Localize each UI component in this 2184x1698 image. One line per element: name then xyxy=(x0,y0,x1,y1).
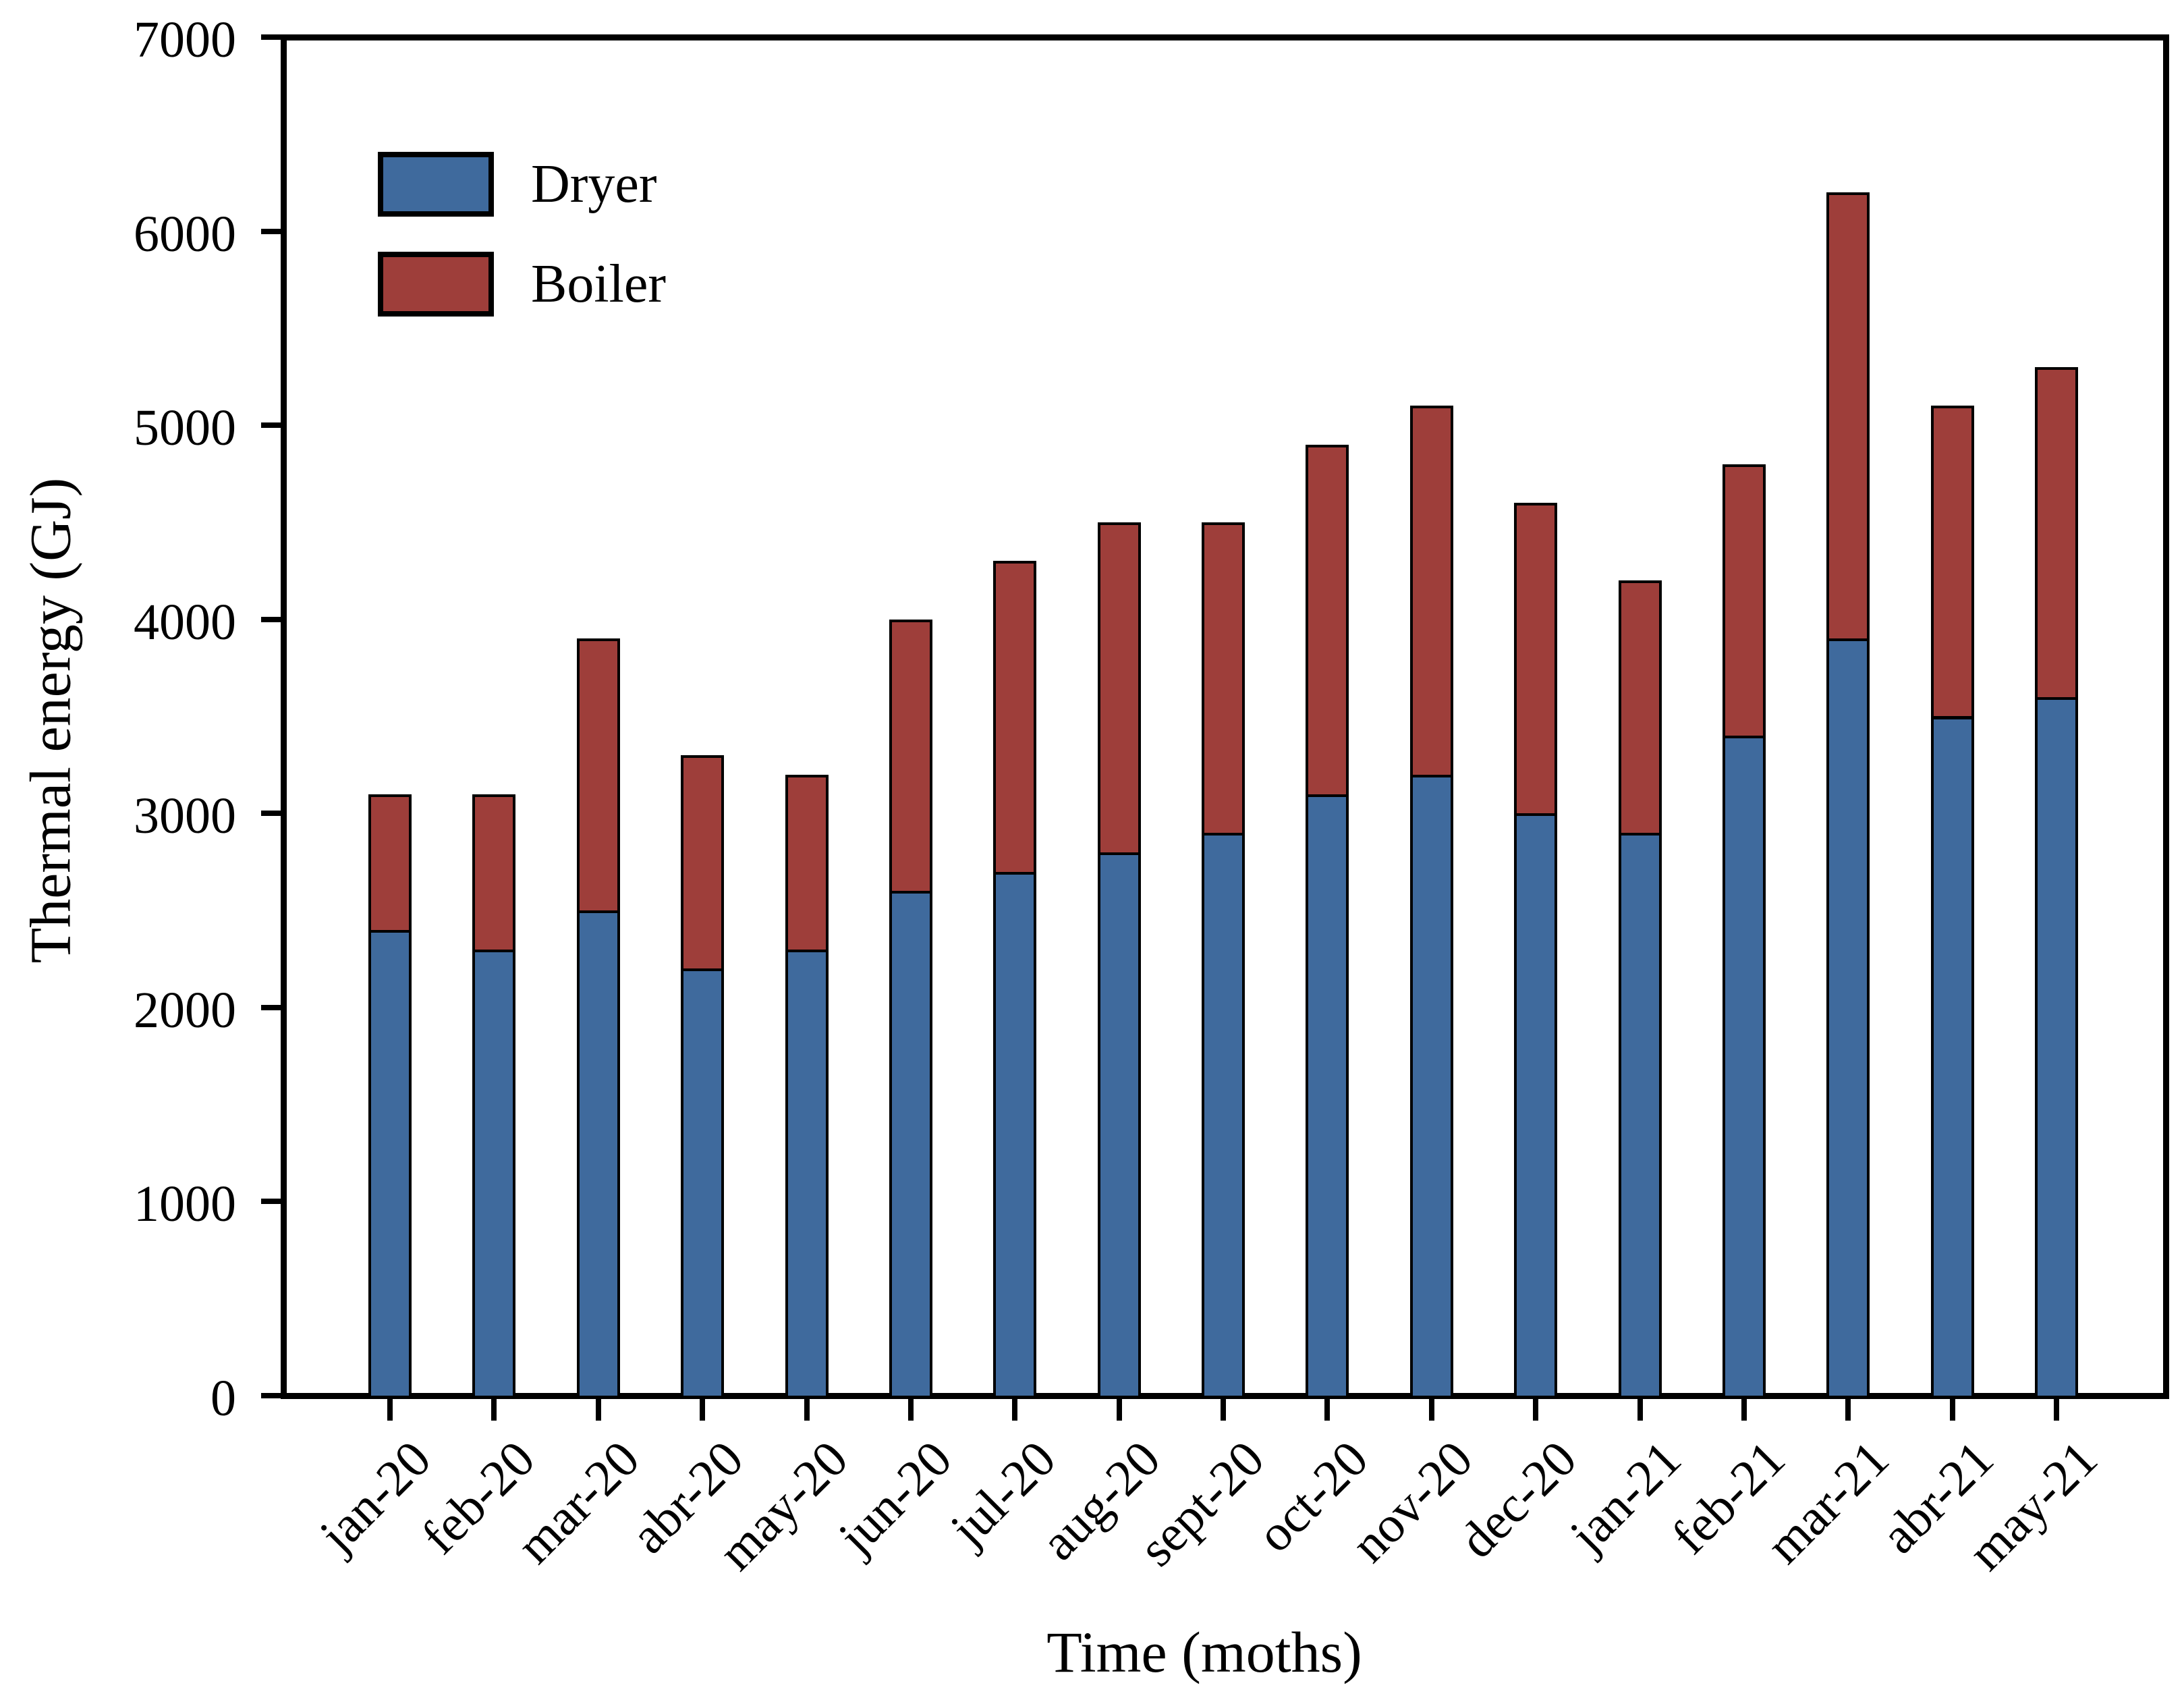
x-tick xyxy=(700,1398,706,1421)
bar-segment-boiler xyxy=(1202,522,1245,836)
y-tick xyxy=(261,1004,283,1010)
x-tick xyxy=(1637,1398,1643,1421)
bar-segment-dryer xyxy=(1826,638,1870,1398)
x-tick xyxy=(2054,1398,2059,1421)
x-tick xyxy=(1533,1398,1539,1421)
bar-segment-dryer xyxy=(681,968,725,1398)
y-tick xyxy=(261,811,283,817)
x-tick xyxy=(1949,1398,1955,1421)
y-tick-label: 5000 xyxy=(134,400,236,457)
legend-entry-dryer: Dryer xyxy=(378,152,666,217)
y-tick-label: 1000 xyxy=(134,1176,236,1233)
x-tick xyxy=(804,1398,810,1421)
x-tick xyxy=(1012,1398,1018,1421)
bar-segment-boiler xyxy=(472,794,516,952)
bar-segment-boiler xyxy=(1826,192,1870,642)
bar-segment-dryer xyxy=(368,929,412,1398)
x-tick xyxy=(387,1398,393,1421)
bar-segment-dryer xyxy=(1409,774,1453,1398)
bar-segment-boiler xyxy=(2035,366,2078,700)
bar-segment-dryer xyxy=(1722,736,1766,1398)
bar-segment-boiler xyxy=(1409,406,1453,777)
y-tick-label: 6000 xyxy=(134,205,236,263)
x-tick xyxy=(1221,1398,1226,1421)
bar-segment-dryer xyxy=(1306,794,1349,1398)
y-tick-label: 7000 xyxy=(134,11,236,68)
y-axis-title: Thermal energy (GJ) xyxy=(18,477,83,964)
x-tick xyxy=(1741,1398,1747,1421)
bar-segment-boiler xyxy=(1514,503,1558,817)
y-tick xyxy=(261,1199,283,1205)
legend-label-boiler: Boiler xyxy=(531,254,666,314)
bar-segment-dryer xyxy=(1618,833,1662,1398)
bar-segment-dryer xyxy=(785,949,829,1398)
x-tick xyxy=(1116,1398,1122,1421)
bar-segment-boiler xyxy=(1306,444,1349,797)
bar-segment-dryer xyxy=(2035,696,2078,1398)
legend-label-dryer: Dryer xyxy=(531,155,657,214)
y-tick xyxy=(261,1393,283,1398)
bar-segment-boiler xyxy=(889,619,932,894)
y-tick-label: 0 xyxy=(211,1370,236,1427)
y-tick-label: 3000 xyxy=(134,788,236,845)
x-tick xyxy=(491,1398,497,1421)
x-axis-title: Time (moths) xyxy=(1046,1620,1362,1685)
y-tick xyxy=(261,422,283,429)
bar-segment-boiler xyxy=(1618,580,1662,836)
y-tick xyxy=(261,34,283,40)
bar-segment-dryer xyxy=(576,910,620,1398)
x-tick xyxy=(1845,1398,1851,1421)
bar-segment-dryer xyxy=(993,871,1037,1398)
legend-swatch-boiler xyxy=(378,252,494,317)
x-tick xyxy=(907,1398,914,1421)
x-tick xyxy=(1324,1398,1331,1421)
bar-segment-dryer xyxy=(472,949,516,1398)
legend: Dryer Boiler xyxy=(378,152,666,352)
x-tick xyxy=(1428,1398,1434,1421)
bar-segment-dryer xyxy=(1514,813,1558,1398)
bar-segment-dryer xyxy=(1930,716,1974,1398)
bar-segment-boiler xyxy=(785,774,829,952)
y-tick xyxy=(261,616,283,622)
bar-segment-boiler xyxy=(576,638,620,914)
bar-segment-dryer xyxy=(1097,852,1141,1398)
bar-segment-boiler xyxy=(681,755,725,972)
bar-segment-boiler xyxy=(1722,464,1766,739)
bar-segment-dryer xyxy=(889,891,932,1398)
y-tick-label: 2000 xyxy=(134,981,236,1039)
bar-segment-boiler xyxy=(1097,522,1141,855)
bar-segment-boiler xyxy=(368,794,412,933)
bar-segment-dryer xyxy=(1202,833,1245,1398)
legend-swatch-dryer xyxy=(378,152,494,217)
x-tick xyxy=(595,1398,601,1421)
bar-segment-boiler xyxy=(993,561,1037,875)
y-tick xyxy=(261,228,283,234)
bar-segment-boiler xyxy=(1930,406,1974,719)
y-tick-label: 4000 xyxy=(134,593,236,651)
legend-entry-boiler: Boiler xyxy=(378,252,666,317)
